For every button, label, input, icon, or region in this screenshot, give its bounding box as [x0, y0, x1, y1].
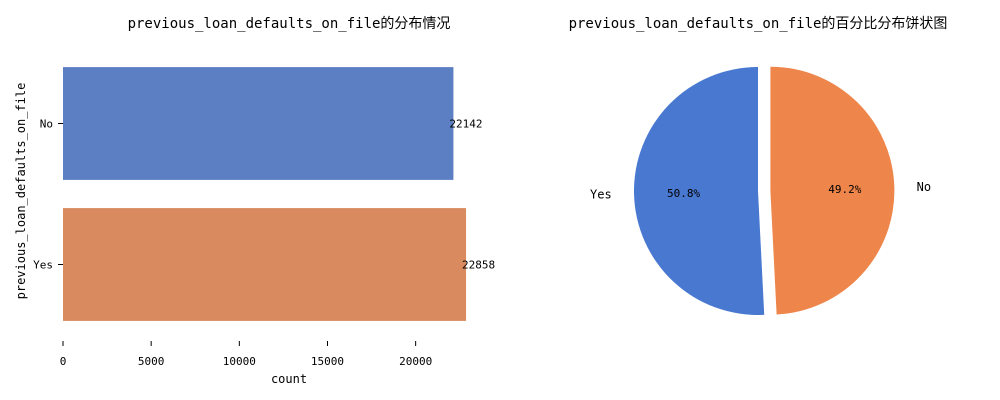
- bar-data-label: 22858: [462, 259, 495, 272]
- pie-percent-label: 49.2%: [828, 183, 861, 196]
- bar-x-tick-label: 0: [60, 355, 67, 368]
- pie-marks: Yes 50.8% No 49.2%: [590, 66, 931, 316]
- pie-chart: previous_loan_defaults_on_file的百分比分布饼状图 …: [569, 16, 948, 316]
- bar-data-label: 22142: [449, 118, 482, 131]
- bar-x-ticks: 0 5000 10000 15000 20000: [60, 341, 432, 368]
- pie-slice-label: No: [917, 180, 931, 194]
- bar-y-tick-label: Yes: [33, 259, 53, 272]
- bar-x-axis-label: count: [271, 372, 307, 386]
- bar-no: [63, 67, 454, 180]
- pie-percent-label: 50.8%: [667, 187, 700, 200]
- bar-marks: [63, 67, 467, 321]
- pie-slice-yes: [633, 67, 765, 316]
- bar-x-tick-label: 5000: [138, 355, 165, 368]
- bar-y-axis-label: previous_loan_defaults_on_file: [14, 83, 28, 300]
- bar-y-tick-labels: No Yes: [33, 118, 63, 272]
- pie-chart-title: previous_loan_defaults_on_file的百分比分布饼状图: [569, 16, 948, 32]
- bar-x-tick-label: 20000: [399, 355, 432, 368]
- bar-x-tick-label: 15000: [311, 355, 344, 368]
- bar-yes: [63, 208, 467, 321]
- pie-slice-label: Yes: [590, 188, 612, 202]
- bar-chart-title: previous_loan_defaults_on_file的分布情况: [128, 16, 451, 32]
- bar-y-tick-label: No: [40, 118, 53, 131]
- bar-x-tick-label: 10000: [223, 355, 256, 368]
- pie-slice-no: [770, 66, 895, 315]
- bar-chart: previous_loan_defaults_on_file的分布情况 No Ye…: [14, 16, 495, 386]
- bar-data-labels: 22142 22858: [449, 118, 495, 272]
